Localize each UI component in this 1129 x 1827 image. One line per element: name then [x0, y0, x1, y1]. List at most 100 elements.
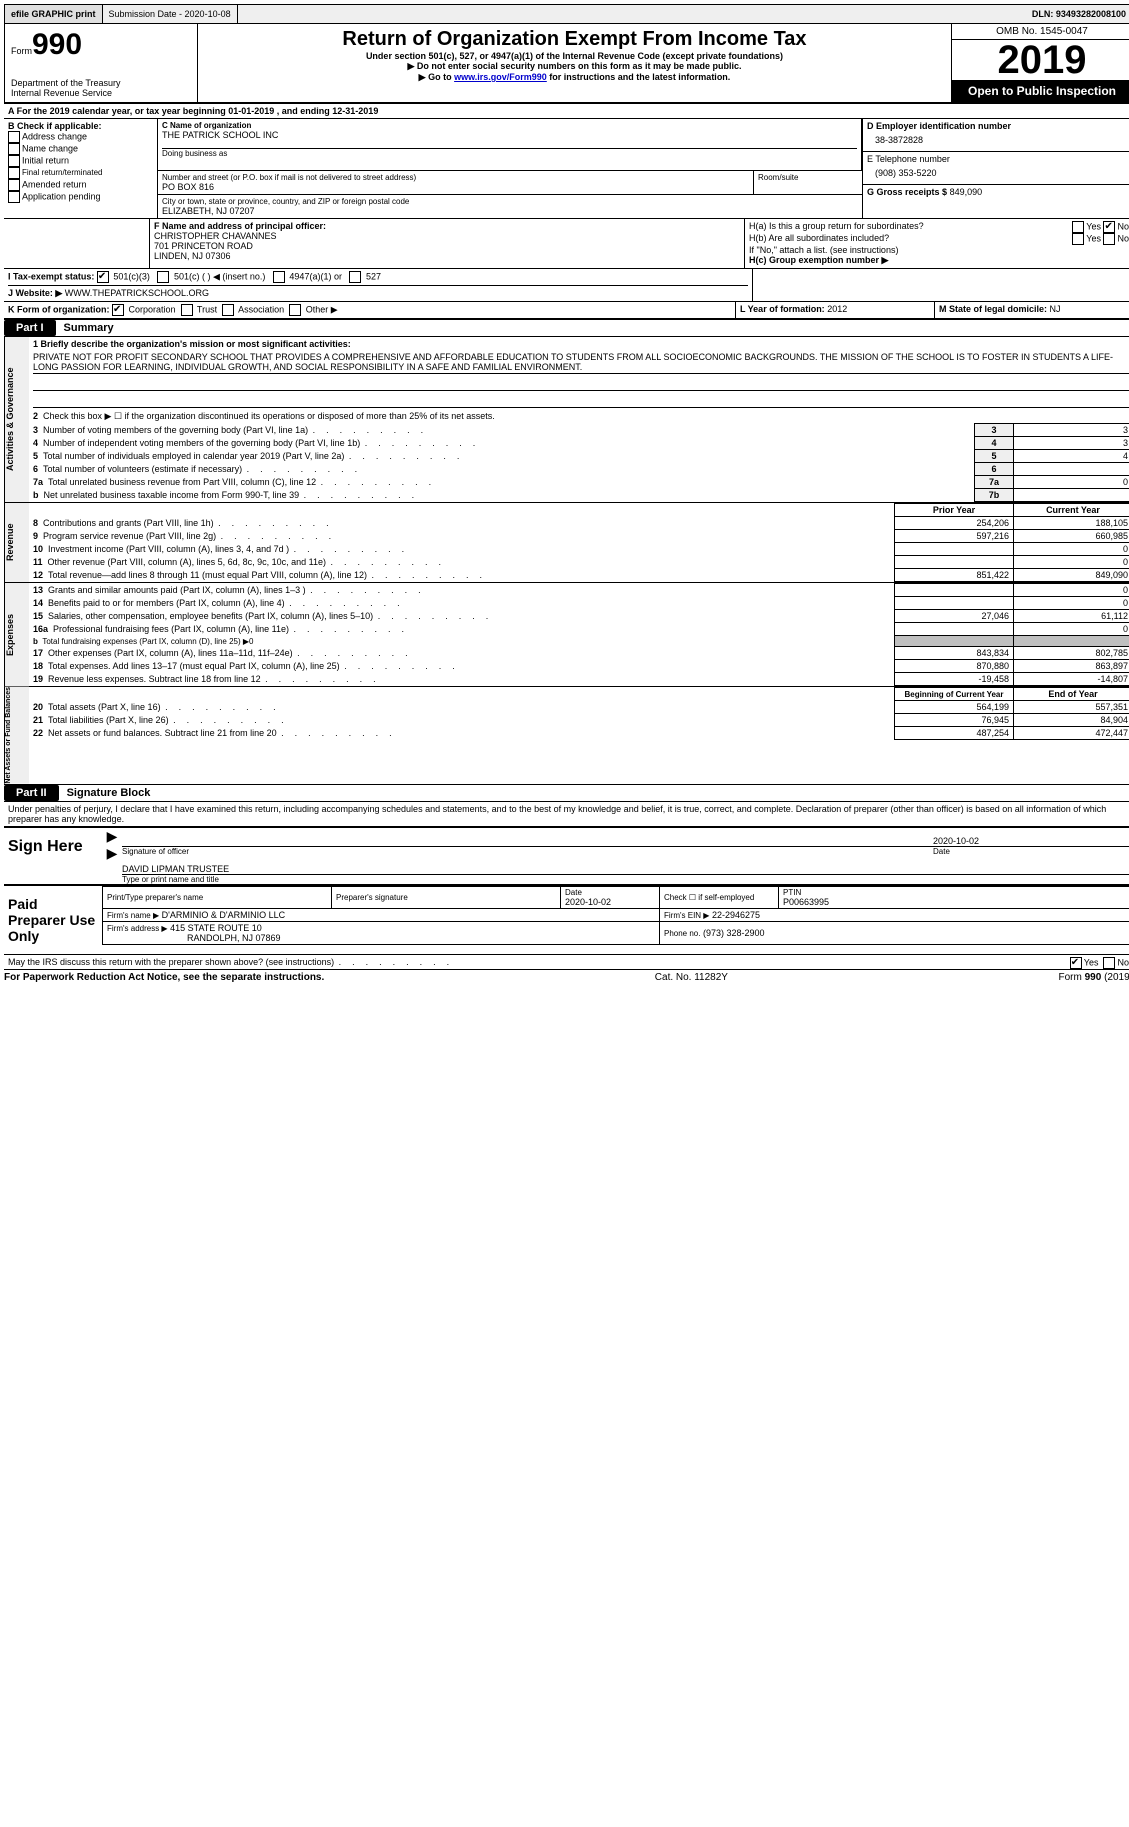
box-m: M State of legal domicile: NJ — [935, 302, 1129, 318]
officer-name: CHRISTOPHER CHAVANNES — [154, 231, 740, 241]
line-row: 10 Investment income (Part VIII, column … — [29, 543, 1129, 556]
form-label: Form — [11, 46, 32, 56]
hb-no[interactable] — [1103, 233, 1115, 245]
check-initial[interactable] — [8, 155, 20, 167]
website: WWW.THEPATRICKSCHOOL.ORG — [65, 288, 209, 298]
ij-row: I Tax-exempt status: 501(c)(3) 501(c) ( … — [4, 269, 1129, 302]
footer: For Paperwork Reduction Act Notice, see … — [4, 969, 1129, 983]
check-address[interactable] — [8, 131, 20, 143]
form-number: 990 — [32, 28, 82, 61]
box-b: B Check if applicable: Address change Na… — [4, 119, 158, 218]
subtitle-2: ▶ Do not enter social security numbers o… — [204, 61, 945, 72]
org-city: ELIZABETH, NJ 07207 — [162, 206, 858, 216]
addr-label: Number and street (or P.O. box if mail i… — [162, 173, 749, 182]
preparer-table: Print/Type preparer's name Preparer's si… — [102, 886, 1129, 945]
check-assoc[interactable] — [222, 304, 234, 316]
line-row: 3 Number of voting members of the govern… — [29, 424, 1129, 437]
box-h: H(a) Is this a group return for subordin… — [745, 219, 1129, 268]
line-row: b Total fundraising expenses (Part IX, c… — [29, 636, 1129, 647]
footer-right: Form 990 (2019) — [1059, 972, 1129, 983]
vl-netassets: Net Assets or Fund Balances — [4, 687, 29, 784]
hdr-begin: Beginning of Current Year — [895, 688, 1014, 701]
penalty-text: Under penalties of perjury, I declare th… — [4, 802, 1129, 826]
firm-ein: 22-2946275 — [712, 910, 760, 920]
line-row: 16a Professional fundraising fees (Part … — [29, 623, 1129, 636]
sig-date-label: Date — [933, 847, 1129, 856]
sig-officer-line — [122, 828, 933, 847]
city-label: City or town, state or province, country… — [162, 197, 858, 206]
sig-name-line: DAVID LIPMAN TRUSTEE — [122, 856, 1129, 875]
h-note: If "No," attach a list. (see instruction… — [749, 245, 1129, 255]
vl-revenue: Revenue — [4, 503, 29, 582]
check-corp[interactable] — [112, 304, 124, 316]
governance-lines: 2 Check this box ▶ ☐ if the organization… — [29, 410, 1129, 502]
hc-label: H(c) Group exemption number ▶ — [749, 255, 1129, 266]
expenses-table: 13 Grants and similar amounts paid (Part… — [29, 583, 1129, 686]
box-l: L Year of formation: 2012 — [736, 302, 935, 318]
ha-yes[interactable] — [1072, 221, 1084, 233]
mission-text: PRIVATE NOT FOR PROFIT SECONDARY SCHOOL … — [33, 351, 1129, 374]
check-pending[interactable] — [8, 191, 20, 203]
title-box: Return of Organization Exempt From Incom… — [198, 24, 952, 102]
check-final[interactable] — [8, 167, 20, 179]
dba-label: Doing business as — [162, 148, 857, 158]
check-other[interactable] — [289, 304, 301, 316]
hb-yes[interactable] — [1072, 233, 1084, 245]
sig-name-label: Type or print name and title — [122, 875, 1129, 884]
line-row: 12 Total revenue—add lines 8 through 11 … — [29, 569, 1129, 582]
part1-num: Part I — [4, 320, 56, 336]
officer-addr2: LINDEN, NJ 07306 — [154, 251, 740, 261]
check-4947[interactable] — [273, 271, 285, 283]
netassets-section: Net Assets or Fund Balances Beginning of… — [4, 686, 1129, 784]
pt-name-label: Print/Type preparer's name — [107, 893, 327, 902]
footer-left: For Paperwork Reduction Act Notice, see … — [4, 972, 324, 983]
hb-label: H(b) Are all subordinates included? — [749, 233, 1072, 245]
netassets-table: Beginning of Current Year End of Year 20… — [29, 687, 1129, 740]
check-trust[interactable] — [181, 304, 193, 316]
line-row: 5 Total number of individuals employed i… — [29, 450, 1129, 463]
dln: DLN: 93493282008100 — [1026, 5, 1129, 23]
firm-name: D'ARMINIO & D'ARMINIO LLC — [162, 910, 285, 920]
line-row: b Net unrelated business taxable income … — [29, 489, 1129, 502]
ptin: P00663995 — [783, 897, 1128, 907]
line-row: 8 Contributions and grants (Part VIII, l… — [29, 517, 1129, 530]
mission-blank-1 — [33, 374, 1129, 391]
dept-irs: Internal Revenue Service — [11, 88, 191, 98]
tax-year: 2019 — [952, 40, 1129, 80]
firm-addr1: 415 STATE ROUTE 10 — [170, 923, 262, 933]
sig-officer-label: Signature of officer — [122, 847, 933, 856]
c-name-label: C Name of organization — [162, 121, 857, 130]
subtitle-1: Under section 501(c), 527, or 4947(a)(1)… — [204, 51, 945, 61]
part2-header: Part II Signature Block — [4, 784, 1129, 802]
room-label: Room/suite — [758, 173, 858, 182]
efile-button[interactable]: efile GRAPHIC print — [5, 5, 103, 23]
part1-header: Part I Summary — [4, 319, 1129, 337]
check-527[interactable] — [349, 271, 361, 283]
line-row: 18 Total expenses. Add lines 13–17 (must… — [29, 660, 1129, 673]
line-row: 2 Check this box ▶ ☐ if the organization… — [29, 410, 1129, 424]
ein: 38-3872828 — [867, 131, 1129, 149]
arrow-icon-2: ▶ — [106, 845, 118, 862]
klm-row: K Form of organization: Corporation Trus… — [4, 302, 1129, 319]
box-b-title: B Check if applicable: — [8, 121, 153, 131]
officer-addr1: 701 PRINCETON ROAD — [154, 241, 740, 251]
self-employed: Check ☐ if self-employed — [660, 886, 779, 908]
ha-no[interactable] — [1103, 221, 1115, 233]
firm-addr2: RANDOLPH, NJ 07869 — [187, 933, 281, 943]
hdr-end: End of Year — [1014, 688, 1129, 701]
fh-row: F Name and address of principal officer:… — [4, 219, 1129, 269]
discuss-yes[interactable] — [1070, 957, 1082, 969]
sign-here-label: Sign Here — [4, 828, 102, 884]
box-deg: D Employer identification number 38-3872… — [863, 119, 1129, 218]
line-row: 22 Net assets or fund balances. Subtract… — [29, 727, 1129, 740]
check-501c[interactable] — [157, 271, 169, 283]
check-501c3[interactable] — [97, 271, 109, 283]
pt-sig-label: Preparer's signature — [336, 893, 556, 902]
activities-section: Activities & Governance 1 Briefly descri… — [4, 337, 1129, 502]
form990-link[interactable]: www.irs.gov/Form990 — [454, 72, 547, 82]
check-amended[interactable] — [8, 179, 20, 191]
check-name[interactable] — [8, 143, 20, 155]
form-header: Form990 Department of the Treasury Inter… — [4, 24, 1129, 104]
discuss-no[interactable] — [1103, 957, 1115, 969]
line-row: 13 Grants and similar amounts paid (Part… — [29, 584, 1129, 597]
